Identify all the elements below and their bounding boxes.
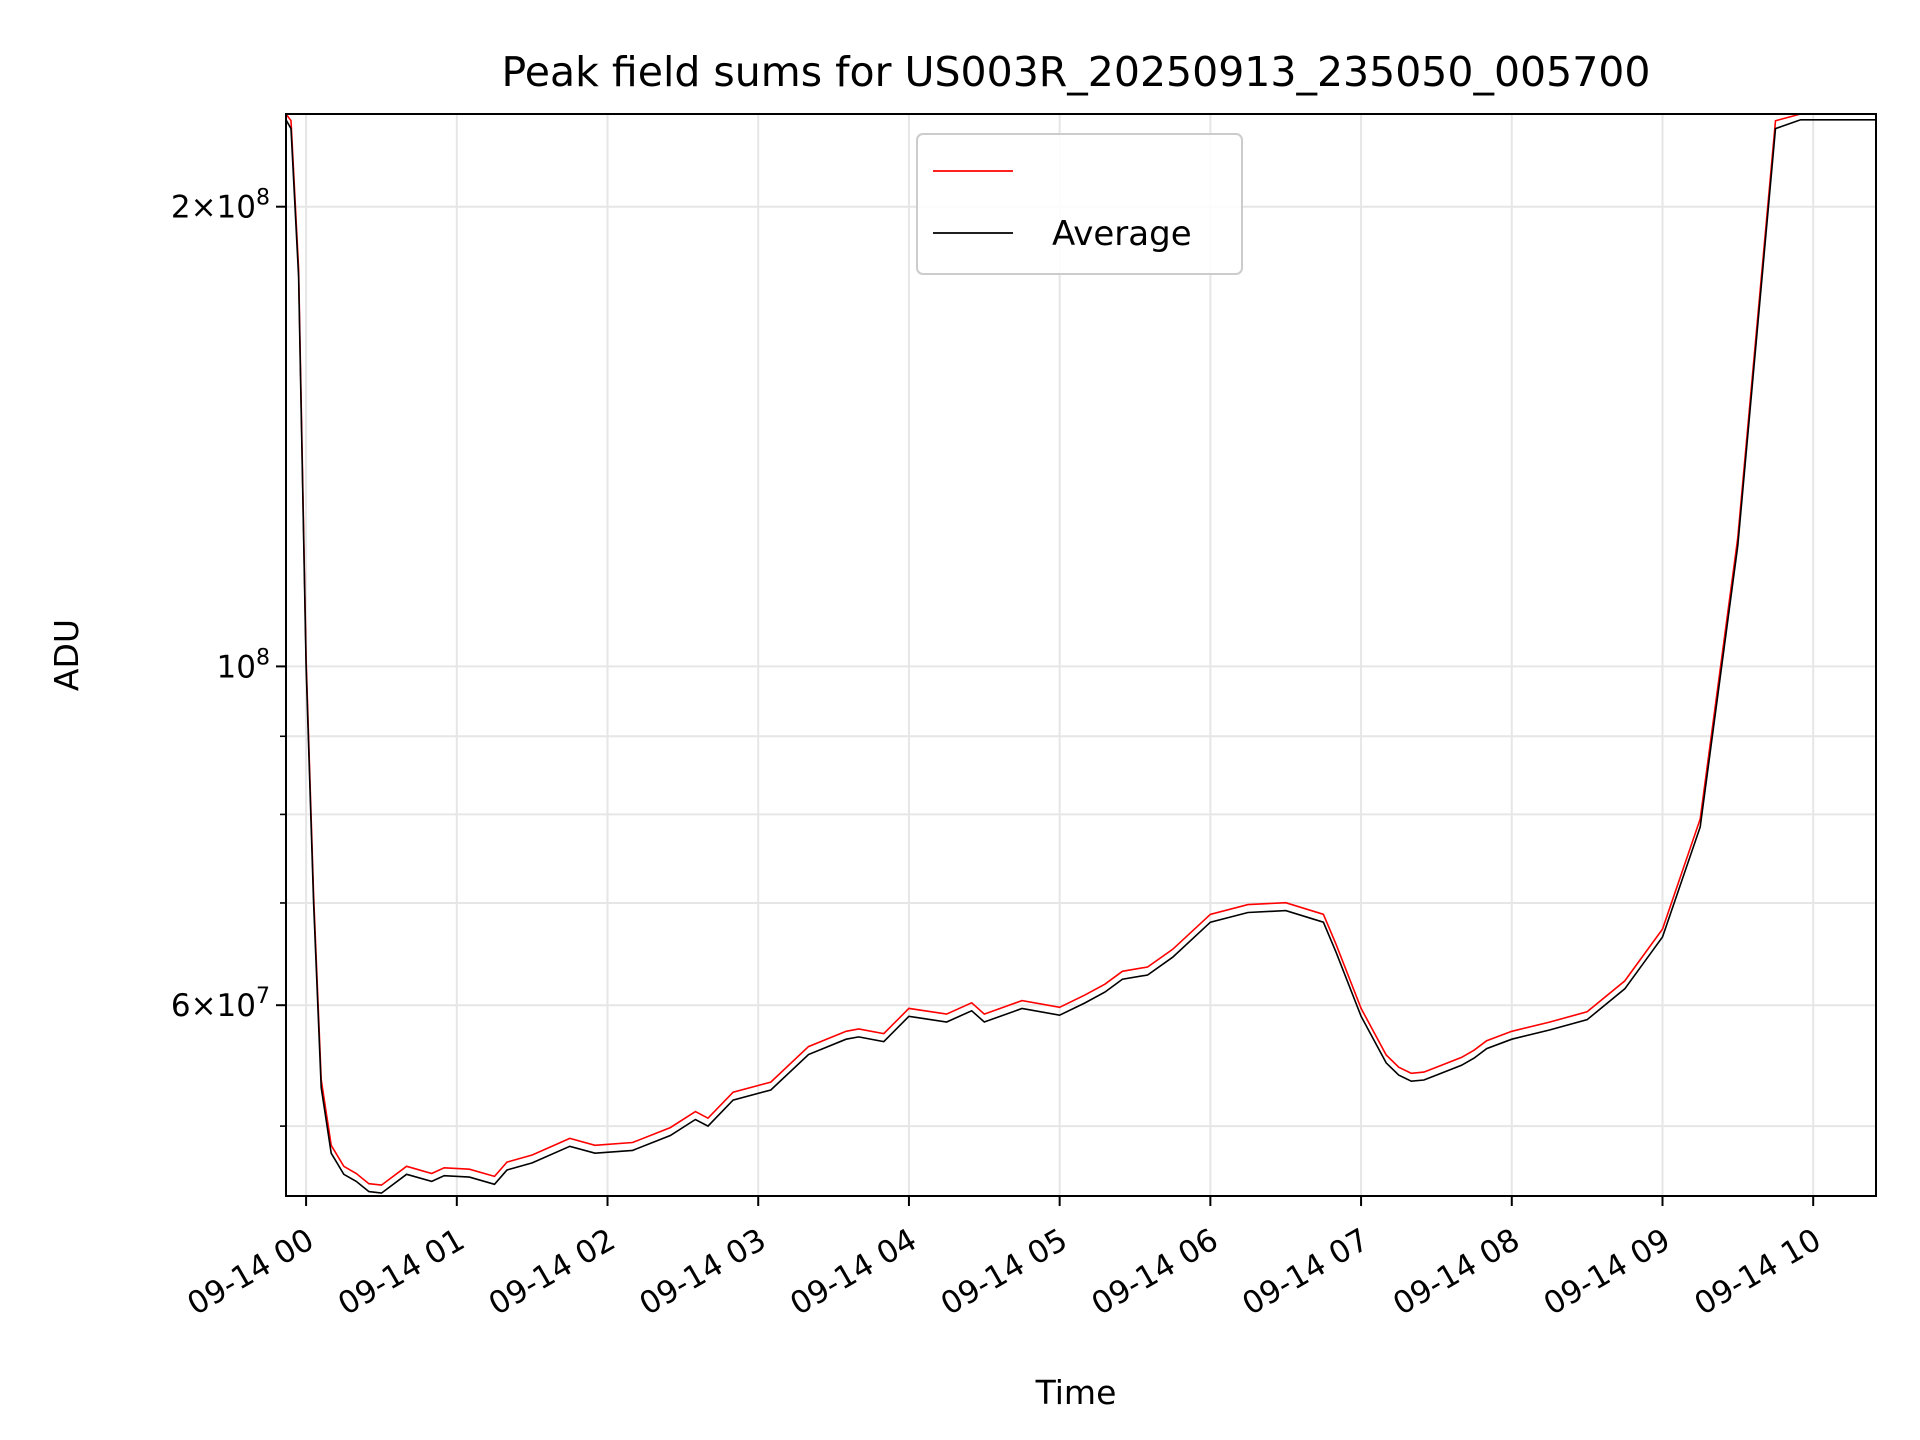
x-tick-label: 09-14 09 xyxy=(1538,1222,1677,1323)
y-tick-label: 2×108 xyxy=(171,186,270,226)
x-tick-label: 09-14 04 xyxy=(784,1222,923,1323)
x-tick-label: 09-14 06 xyxy=(1086,1222,1225,1323)
series-line-average xyxy=(285,119,1876,1194)
x-tick-label: 09-14 00 xyxy=(181,1222,320,1323)
y-tick-label: 6×107 xyxy=(171,984,270,1024)
x-tick-label: 09-14 08 xyxy=(1387,1222,1526,1323)
ticks: 09-14 00 09-14 01 09-14 02 09-14 03 09-14 04… xyxy=(171,186,1827,1323)
y-axis-label: ADU xyxy=(47,619,86,691)
series-line-peak xyxy=(285,113,1876,1186)
legend-box xyxy=(916,133,1243,275)
series-layer xyxy=(285,113,1876,1194)
x-tick-label: 09-14 07 xyxy=(1236,1222,1375,1323)
x-tick-label: 09-14 01 xyxy=(332,1222,471,1323)
x-axis-label: Time xyxy=(1035,1373,1117,1412)
x-tick-label: 09-14 05 xyxy=(935,1222,1074,1323)
chart-title: Peak field sums for US003R_20250913_2350… xyxy=(502,48,1651,96)
legend: Average xyxy=(916,133,1243,275)
x-tick-label: 09-14 02 xyxy=(483,1222,622,1323)
x-tick-label: 09-14 03 xyxy=(634,1222,773,1323)
legend-label-average: Average xyxy=(1052,214,1192,254)
plot-frame xyxy=(285,113,1877,1197)
x-tick-label: 09-14 10 xyxy=(1688,1222,1827,1323)
grid xyxy=(286,114,1876,1196)
y-tick-label: 108 xyxy=(217,645,270,685)
